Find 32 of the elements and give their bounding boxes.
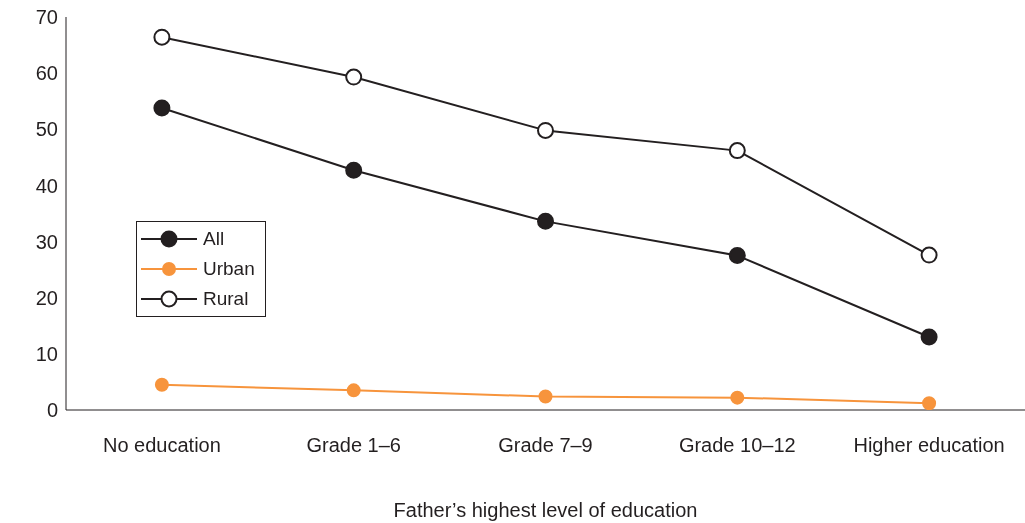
x-tick-label: Grade 10–12 [678,434,796,457]
legend-label: All [203,228,225,250]
x-axis-title: Father’s highest level of education [393,499,698,521]
point [922,396,937,410]
y-tick-label: 0 [46,399,58,422]
point [730,390,745,405]
x-tick-label: Higher education [853,434,1005,457]
legend-label: Urban [203,258,255,280]
y-tick-label: 40 [35,174,58,197]
point [920,328,938,346]
y-tick-label: 50 [35,118,58,141]
point [345,161,363,179]
point [728,247,746,265]
point [345,68,363,86]
point [728,142,746,160]
y-tick-label: 20 [35,286,58,309]
y-tick-label: 60 [35,62,58,85]
point [537,121,554,139]
y-tick-label: 30 [35,230,58,253]
x-tick-label: Grade 1–6 [306,434,401,457]
point [537,212,554,230]
legend-label: Rural [203,288,249,310]
point [153,28,171,46]
y-tick-label: 70 [35,6,58,29]
point [920,246,938,264]
point [538,389,553,404]
x-tick-label: No education [102,434,221,457]
point [153,99,171,117]
x-tick-label: Grade 7–9 [498,434,593,457]
y-tick-label: 10 [35,342,58,365]
point [154,377,169,392]
point [346,383,361,398]
